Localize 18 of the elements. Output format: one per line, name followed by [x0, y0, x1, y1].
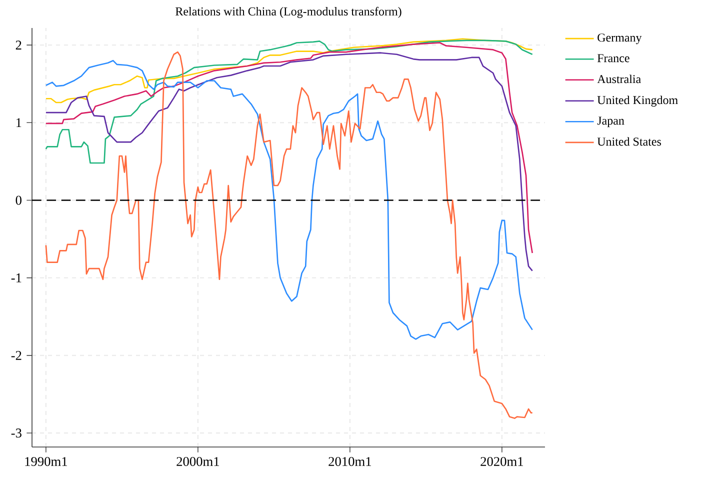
- x-tick-label: 2020m1: [480, 457, 523, 466]
- x-tick-label: 2000m1: [176, 457, 220, 466]
- y-tick-label: -2: [11, 351, 22, 360]
- chart-title: Relations with China (Log-modulus transform): [176, 6, 402, 18]
- line-series: [45, 51, 534, 419]
- y-tick-label: -3: [11, 428, 22, 438]
- legend-label: United Kingdom: [597, 96, 678, 107]
- legend-label: Germany: [598, 34, 642, 44]
- y-tick-label: -1: [11, 273, 22, 282]
- legend-label: France: [597, 54, 630, 62]
- legend-label: Japan: [597, 116, 624, 128]
- x-tick-label: 1990m1: [25, 457, 68, 466]
- legend-label: United States: [597, 137, 661, 146]
- y-tick-label: 2: [16, 40, 22, 50]
- legend-label: Australia: [597, 74, 641, 84]
- y-tick-label: 1: [16, 118, 22, 128]
- x-tick-label: 2010m1: [328, 457, 371, 466]
- y-tick-label: 0: [16, 196, 22, 205]
